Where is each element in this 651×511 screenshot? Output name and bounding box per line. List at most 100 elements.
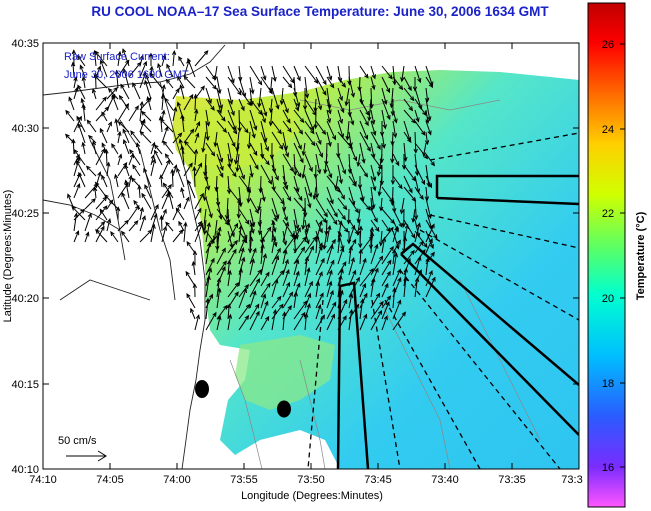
current-vector — [359, 268, 374, 287]
station-marker — [277, 400, 291, 418]
current-vector — [194, 193, 204, 210]
current-vector — [115, 119, 119, 133]
current-vector-head — [386, 114, 391, 121]
current-vector-head — [362, 257, 367, 263]
current-vector — [282, 282, 290, 298]
current-vector-head — [306, 302, 311, 309]
current-vector-head — [80, 208, 86, 214]
current-vector — [94, 50, 108, 67]
current-vector-head — [238, 267, 243, 273]
current-vector-head — [177, 75, 182, 81]
current-vector-head — [179, 84, 184, 90]
current-vector — [249, 311, 260, 331]
current-vector-head — [374, 243, 379, 249]
current-vector-head — [358, 225, 363, 231]
current-vector — [358, 76, 361, 91]
current-vector — [122, 129, 130, 144]
current-vector — [216, 87, 223, 109]
current-vector — [326, 120, 336, 140]
current-vector-head — [226, 259, 232, 265]
current-vector — [401, 65, 405, 82]
current-vector-head — [367, 116, 372, 122]
current-vector-head — [398, 222, 403, 228]
current-vector-head — [264, 300, 269, 306]
current-vector — [348, 131, 352, 147]
current-vector — [326, 314, 335, 331]
current-vector — [161, 226, 167, 243]
current-vector-head — [212, 84, 217, 90]
current-vector-head — [381, 143, 386, 149]
current-vector-head — [234, 222, 239, 228]
current-vector-head — [369, 231, 375, 237]
current-vector — [337, 153, 346, 174]
current-vector-head — [284, 185, 289, 191]
current-vector — [94, 50, 97, 67]
current-vector — [249, 259, 254, 276]
current-vector — [84, 198, 96, 210]
current-vector — [370, 164, 376, 181]
y-tick-label: 40:30 — [11, 123, 39, 135]
current-vector — [359, 197, 371, 211]
current-vector-head — [238, 224, 243, 230]
current-vector — [73, 157, 80, 177]
current-vector — [214, 131, 218, 147]
current-vector — [172, 229, 184, 243]
current-vector-head — [283, 216, 288, 222]
current-vector — [293, 120, 303, 135]
current-vector-head — [389, 245, 394, 251]
current-vector — [271, 131, 284, 150]
current-vector-head — [371, 74, 376, 80]
current-vector — [304, 109, 314, 131]
current-vector-head — [241, 237, 246, 243]
current-vector — [204, 186, 207, 201]
current-vector — [304, 293, 311, 309]
current-vector-head — [381, 236, 387, 242]
current-vector — [425, 270, 433, 287]
current-vector-head — [301, 150, 306, 157]
current-vector — [216, 266, 226, 287]
current-vector-head — [238, 202, 243, 208]
current-vector — [391, 186, 394, 206]
current-vector — [381, 283, 389, 298]
current-vector — [315, 235, 318, 254]
current-vector — [178, 56, 185, 67]
current-vector — [282, 120, 292, 133]
current-vector — [110, 231, 119, 243]
current-vector-head — [265, 271, 270, 277]
current-vector — [315, 76, 327, 96]
current-vector — [359, 249, 362, 265]
current-vector-head — [221, 116, 226, 122]
current-vector — [323, 230, 328, 249]
current-vector-head — [130, 177, 136, 183]
current-vector-head — [301, 311, 306, 317]
current-vector — [425, 65, 433, 86]
current-vector — [247, 175, 251, 192]
current-vector — [370, 120, 376, 136]
current-vector-head — [164, 97, 169, 103]
current-vector-head — [331, 135, 336, 141]
current-vector — [238, 120, 249, 133]
current-vector — [282, 292, 293, 309]
current-vector-head — [204, 176, 209, 182]
current-vector-head — [369, 268, 374, 274]
current-vector — [326, 109, 331, 123]
current-vector — [414, 223, 421, 243]
current-vector — [177, 102, 185, 122]
current-vector-head — [428, 183, 432, 189]
y-tick-label: 40:35 — [11, 38, 39, 50]
current-vector-head — [165, 78, 171, 84]
current-vector-head — [363, 292, 368, 298]
current-vector — [238, 76, 246, 97]
current-vector — [282, 142, 289, 157]
current-vector — [370, 175, 376, 191]
current-vector-head — [317, 169, 322, 175]
current-vector-head — [75, 230, 80, 236]
current-vector-head — [234, 281, 240, 287]
current-vector — [324, 153, 328, 174]
current-vector-head — [185, 270, 190, 276]
current-vector-head — [265, 315, 270, 321]
current-vector — [293, 301, 308, 320]
current-vector — [282, 65, 295, 83]
current-vector-head — [193, 148, 199, 154]
